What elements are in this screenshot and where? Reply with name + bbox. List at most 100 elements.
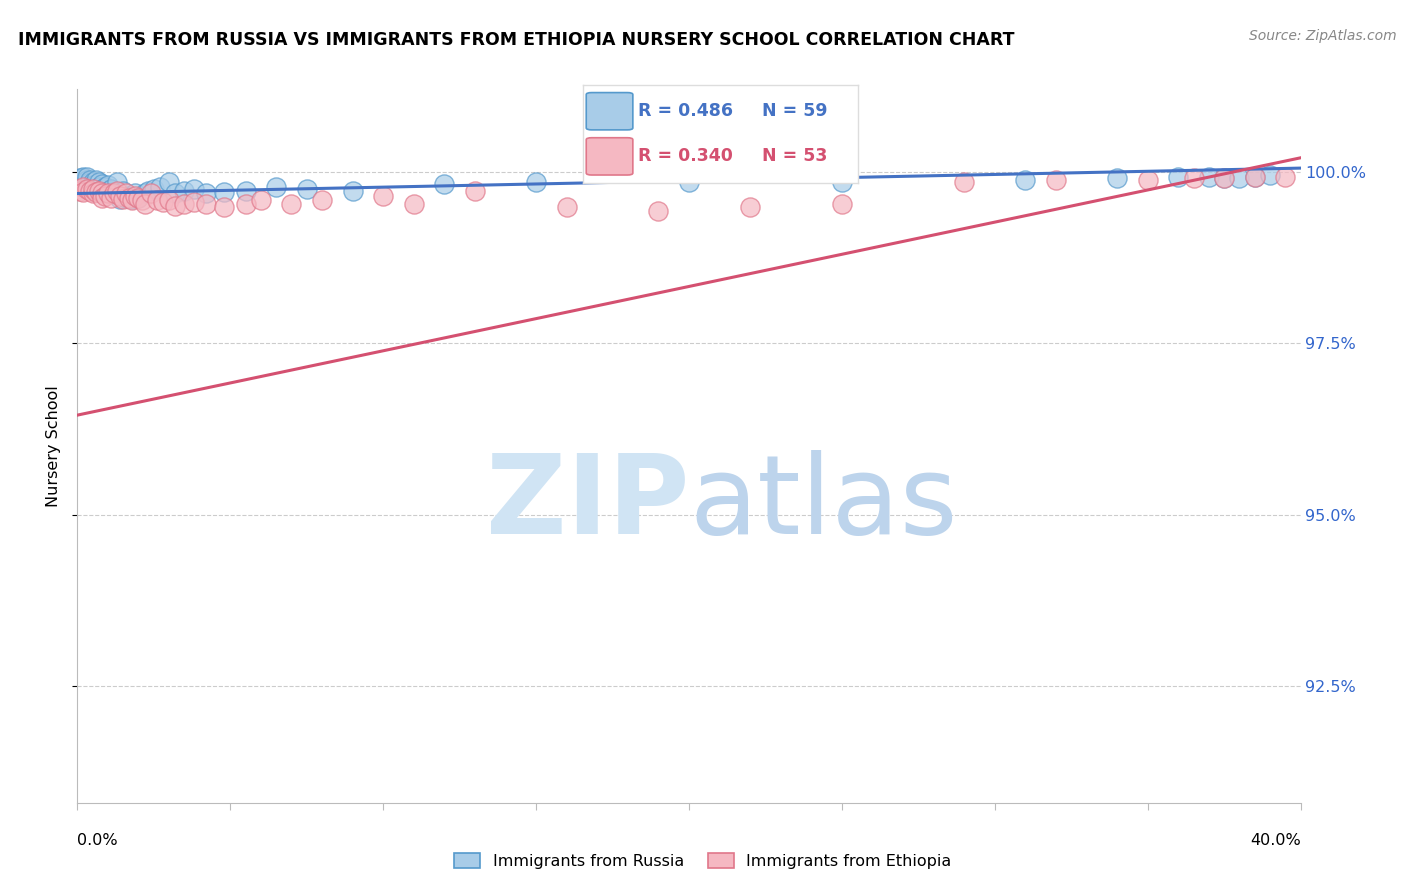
Point [740,200,762,214]
Point [97,186,120,201]
Text: N = 53: N = 53 [762,147,827,165]
Text: N = 59: N = 59 [762,103,827,120]
Point [121,192,143,206]
Point [212,200,235,214]
Point [90,177,112,191]
Point [134,186,156,201]
Point [124,186,146,201]
Point [97,184,120,198]
Point [157,194,180,208]
Point [157,175,180,189]
Text: R = 0.486: R = 0.486 [638,103,734,120]
Point [69,173,91,187]
Point [69,182,91,196]
Point [1229,171,1251,186]
FancyBboxPatch shape [586,93,633,130]
Point [84,185,107,199]
Point [149,179,172,194]
Point [402,197,425,211]
Point [69,175,91,189]
Point [108,192,131,206]
Point [84,173,107,187]
Point [100,191,122,205]
Point [76,175,98,189]
Point [1182,171,1205,186]
Point [235,184,257,198]
Point [280,197,302,211]
Point [136,184,159,198]
Point [311,194,333,208]
Point [1213,171,1236,186]
Point [105,175,128,189]
Point [831,197,853,211]
Point [72,171,94,186]
Text: atlas: atlas [689,450,957,557]
Point [87,179,110,194]
Point [79,178,101,193]
Point [72,179,94,194]
Point [139,186,162,201]
Point [433,177,456,191]
Point [264,179,287,194]
Point [128,191,150,205]
Point [121,194,143,208]
Point [108,188,131,202]
Point [72,175,94,189]
Point [1243,169,1265,184]
Point [134,197,156,211]
Point [1136,173,1159,187]
Point [1198,169,1220,184]
Point [72,185,94,199]
Point [555,200,578,214]
Point [250,194,273,208]
Text: 0.0%: 0.0% [77,833,118,848]
Point [1274,169,1296,184]
Point [118,188,141,202]
Point [1258,168,1281,182]
Point [183,182,205,196]
Point [72,169,94,184]
Text: R = 0.340: R = 0.340 [638,147,733,165]
Y-axis label: Nursery School: Nursery School [45,385,60,507]
Point [953,175,976,189]
Text: ZIP: ZIP [485,450,689,557]
Point [79,184,101,198]
Point [103,186,125,201]
Point [1167,169,1189,184]
Point [194,186,217,201]
Point [647,204,669,219]
Point [1243,169,1265,184]
Text: 40.0%: 40.0% [1250,833,1301,848]
Point [90,186,112,201]
Point [212,185,235,199]
Point [94,188,117,202]
Point [69,171,91,186]
Point [142,182,165,196]
Point [97,178,120,193]
Point [464,184,486,198]
Legend: Immigrants from Russia, Immigrants from Ethiopia: Immigrants from Russia, Immigrants from … [449,847,957,875]
Point [124,188,146,202]
Point [152,195,174,210]
Point [678,175,700,189]
Point [69,184,91,198]
Point [235,197,257,211]
Point [87,184,110,198]
Text: IMMIGRANTS FROM RUSSIA VS IMMIGRANTS FROM ETHIOPIA NURSERY SCHOOL CORRELATION CH: IMMIGRANTS FROM RUSSIA VS IMMIGRANTS FRO… [18,31,1015,49]
Point [103,186,125,201]
Point [100,182,122,196]
Point [90,182,112,196]
Point [1014,173,1036,187]
Point [82,186,104,201]
Point [76,173,98,187]
Point [87,175,110,189]
Point [173,184,195,198]
Point [183,195,205,210]
Point [82,182,104,196]
Point [1045,173,1067,187]
Point [112,184,135,198]
FancyBboxPatch shape [586,137,633,175]
Point [115,186,138,201]
Point [76,182,98,196]
Point [115,191,138,205]
